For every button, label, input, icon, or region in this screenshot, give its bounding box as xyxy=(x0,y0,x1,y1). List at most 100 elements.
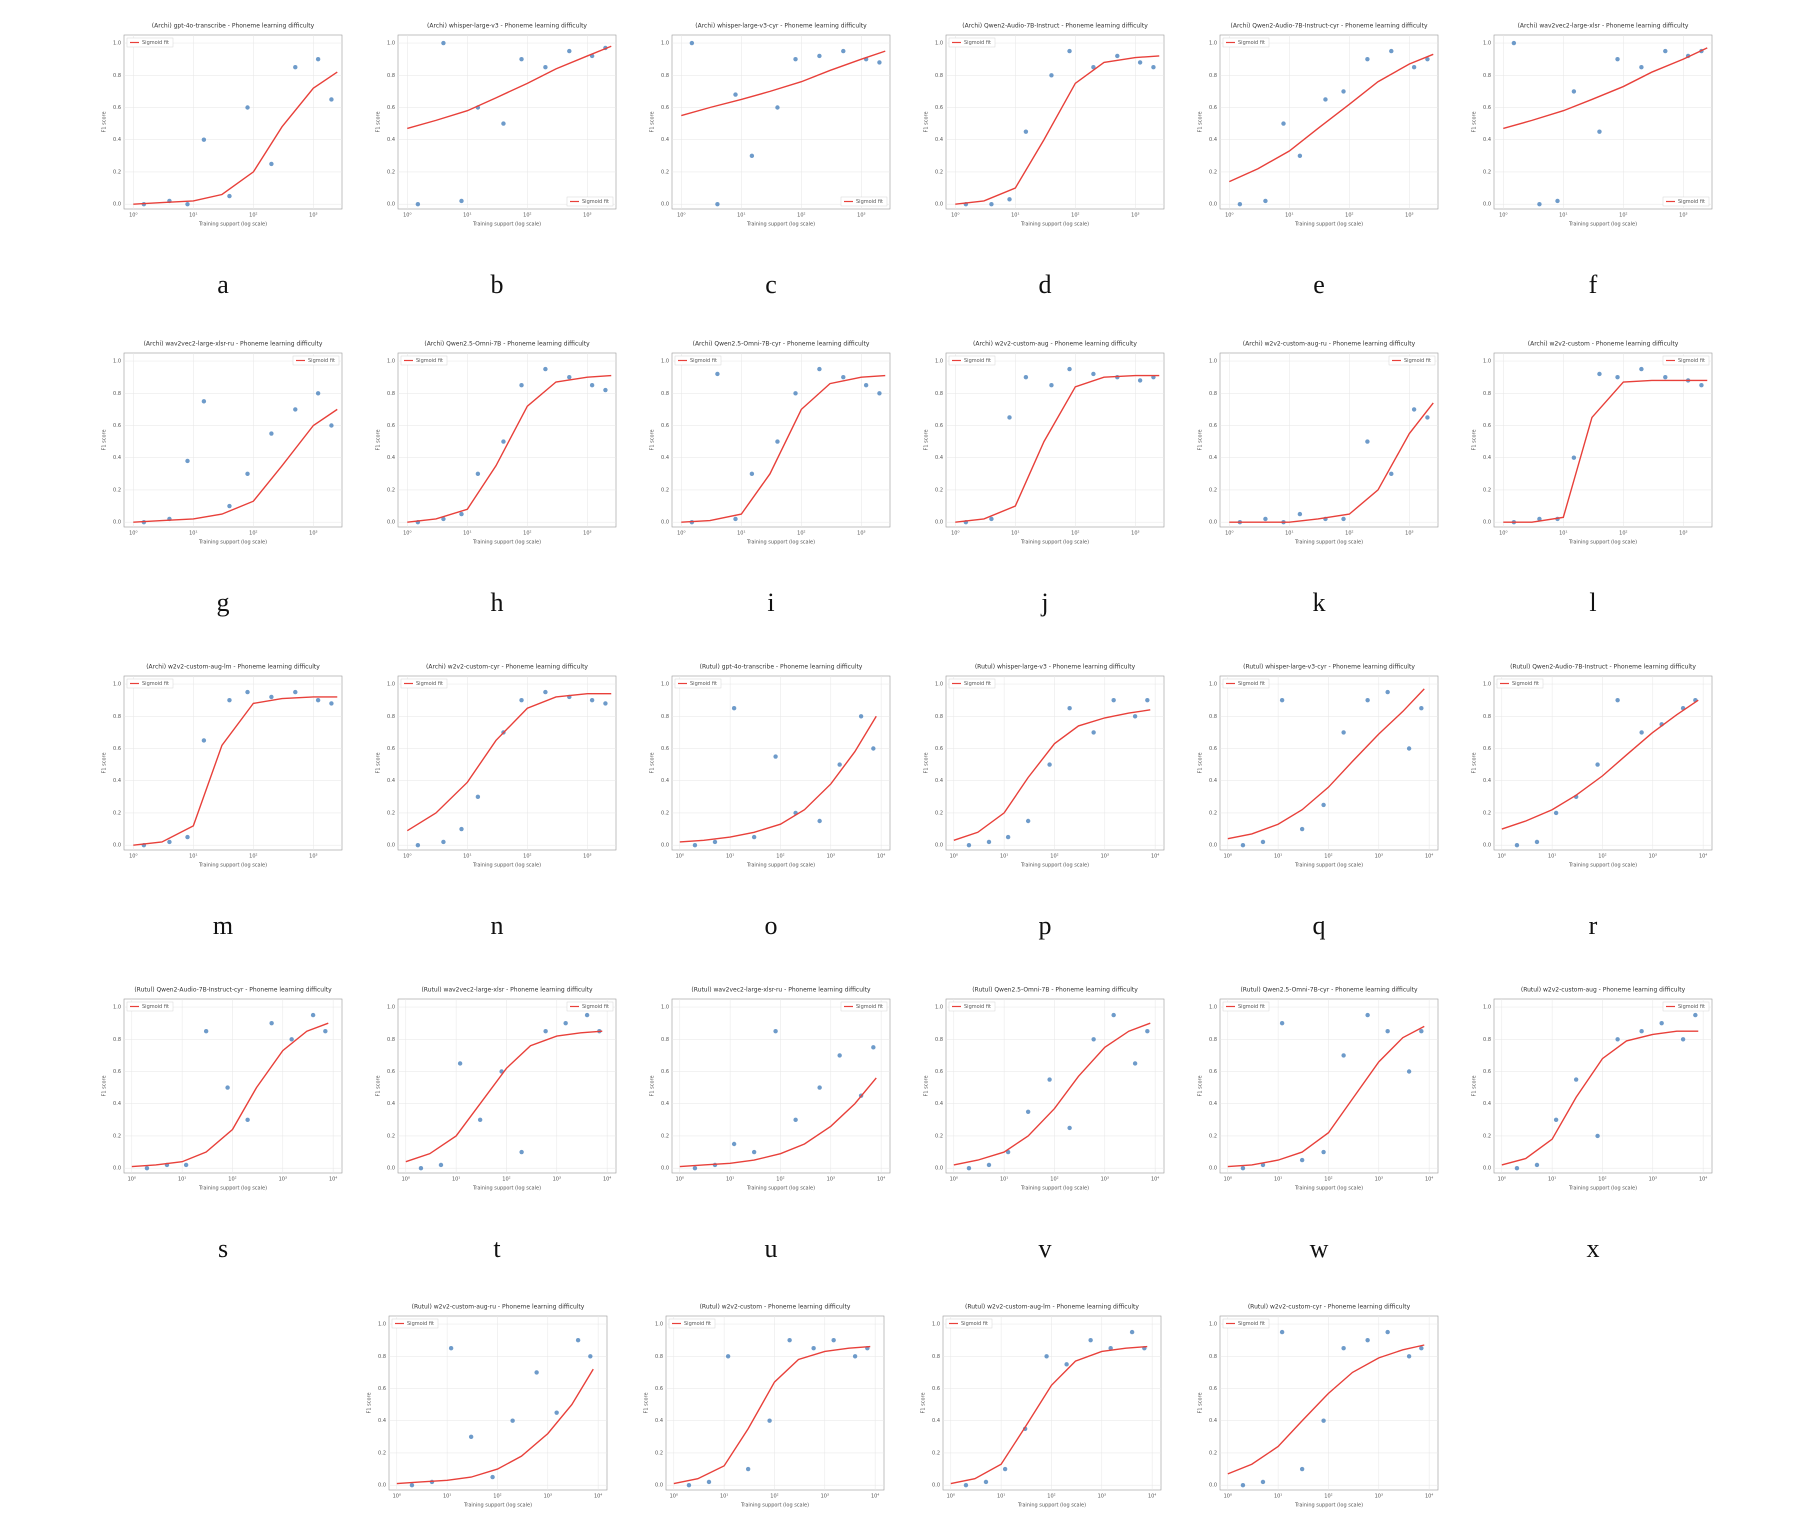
legend-box xyxy=(668,1318,716,1329)
y-axis-label: F1 score xyxy=(650,1075,656,1096)
fit-line xyxy=(955,55,1160,205)
chart-title: (Rutul) Qwen2.5-Omni-7B-cyr - Phoneme le… xyxy=(1240,987,1418,994)
legend-label: Sigmoid fit xyxy=(1238,681,1265,687)
fit-line xyxy=(673,1345,871,1485)
data-point xyxy=(1260,1479,1266,1485)
x-axis-label: Training support (log scale) xyxy=(198,863,267,869)
chart-title: (Archi) Qwen2-Audio-7B-Instruct-cyr - Ph… xyxy=(1231,23,1428,30)
x-axis-label: Training support (log scale) xyxy=(1020,863,1089,869)
chart-panel: (Rutul) Qwen2-Audio-7B-Instruct-cyr - Ph… xyxy=(102,987,343,1192)
x-tick-label: 10⁴ xyxy=(1699,1177,1707,1183)
data-point xyxy=(871,746,876,751)
data-point xyxy=(329,701,334,706)
y-tick-label: 0.2 xyxy=(113,169,121,175)
panel-label: q xyxy=(1313,911,1326,940)
y-tick-label: 1.0 xyxy=(1209,41,1217,47)
x-tick-label: 10⁰ xyxy=(950,1177,958,1183)
y-tick-label: 0.2 xyxy=(113,810,121,816)
y-axis-label: F1 score xyxy=(1472,1075,1478,1096)
y-tick-label: 0.4 xyxy=(935,1101,943,1107)
y-axis-label: F1 score xyxy=(1472,111,1478,132)
chart-title: (Rutul) wav2vec2-large-xlsr-ru - Phoneme… xyxy=(691,987,871,994)
data-point xyxy=(1067,48,1072,54)
chart-title: (Archi) Qwen2.5-Omni-7B-cyr - Phoneme le… xyxy=(693,341,870,348)
x-tick-label: 10¹ xyxy=(1000,1177,1008,1183)
data-point xyxy=(715,371,720,377)
y-tick-label: 0.0 xyxy=(1209,202,1217,208)
y-axis-label: F1 score xyxy=(1472,429,1478,450)
legend-box xyxy=(674,678,722,689)
x-axis-label: Training support (log scale) xyxy=(740,1503,809,1509)
plot-area xyxy=(945,34,1165,210)
data-point xyxy=(1108,1346,1113,1351)
data-point xyxy=(686,1482,692,1488)
y-tick-label: 1.0 xyxy=(661,359,669,365)
data-point xyxy=(269,1020,274,1026)
data-point xyxy=(1659,1020,1664,1026)
panel-label: n xyxy=(491,911,504,940)
panel-label: s xyxy=(218,1234,228,1263)
legend-box xyxy=(948,37,996,48)
data-point xyxy=(475,471,481,477)
y-tick-label: 1.0 xyxy=(935,359,943,365)
y-tick-label: 0.4 xyxy=(1209,455,1217,461)
panel-label: j xyxy=(1040,588,1048,617)
y-tick-label: 0.4 xyxy=(1209,1101,1217,1107)
data-point xyxy=(1411,407,1417,412)
data-point xyxy=(448,1346,454,1351)
legend-label: Sigmoid fit xyxy=(1678,199,1705,205)
data-point xyxy=(749,153,755,159)
y-tick-label: 0.6 xyxy=(935,1069,943,1075)
data-point xyxy=(1680,1037,1686,1042)
legend-box xyxy=(948,678,996,689)
y-axis-label: F1 score xyxy=(650,752,656,773)
data-point xyxy=(1091,730,1096,735)
x-tick-label: 10³ xyxy=(1679,531,1687,537)
data-point xyxy=(837,762,842,767)
fit-line xyxy=(396,1368,594,1485)
y-tick-label: 0.6 xyxy=(1209,1386,1217,1392)
x-tick-label: 10³ xyxy=(827,1177,835,1183)
legend-box xyxy=(391,1318,439,1329)
y-tick-label: 0.2 xyxy=(655,1450,663,1456)
y-tick-label: 0.0 xyxy=(113,1166,121,1172)
data-point xyxy=(1044,1354,1049,1359)
data-point xyxy=(749,471,755,477)
x-tick-label: 10⁰ xyxy=(951,213,959,219)
data-point xyxy=(1091,371,1096,377)
y-tick-label: 0.8 xyxy=(387,1037,395,1043)
data-point xyxy=(1237,201,1243,207)
data-point xyxy=(575,1337,581,1343)
panel-label: p xyxy=(1039,911,1052,940)
data-point xyxy=(185,458,190,464)
chart-title: (Archi) wav2vec2-large-xlsr-ru - Phoneme… xyxy=(144,341,323,348)
data-point xyxy=(1025,1109,1031,1114)
panel-label: w xyxy=(1310,1234,1329,1263)
legend-box xyxy=(948,1001,996,1012)
y-tick-label: 0.8 xyxy=(1209,1037,1217,1043)
panel-label: r xyxy=(1589,911,1598,940)
y-axis-label: F1 score xyxy=(921,1392,927,1413)
chart-title: (Archi) Qwen2.5-Omni-7B - Phoneme learni… xyxy=(424,341,590,348)
data-point xyxy=(438,1162,444,1168)
y-tick-label: 0.0 xyxy=(1209,843,1217,849)
x-axis-label: Training support (log scale) xyxy=(1020,222,1089,228)
x-tick-label: 10³ xyxy=(583,213,591,219)
data-point xyxy=(1699,383,1704,388)
x-tick-label: 10⁰ xyxy=(1224,854,1232,860)
y-tick-label: 1.0 xyxy=(387,682,395,688)
x-axis-label: Training support (log scale) xyxy=(1294,540,1363,546)
y-tick-label: 0.4 xyxy=(1209,137,1217,143)
y-tick-label: 0.4 xyxy=(113,778,121,784)
legend-label: Sigmoid fit xyxy=(416,358,443,364)
data-point xyxy=(1615,374,1620,380)
data-point xyxy=(329,423,334,428)
data-point xyxy=(1007,415,1012,420)
x-tick-label: 10¹ xyxy=(1011,531,1019,537)
x-tick-label: 10¹ xyxy=(463,854,471,860)
panel-label: b xyxy=(491,270,504,299)
x-tick-label: 10² xyxy=(228,1177,236,1183)
data-point xyxy=(1111,697,1116,703)
data-point xyxy=(441,40,446,46)
